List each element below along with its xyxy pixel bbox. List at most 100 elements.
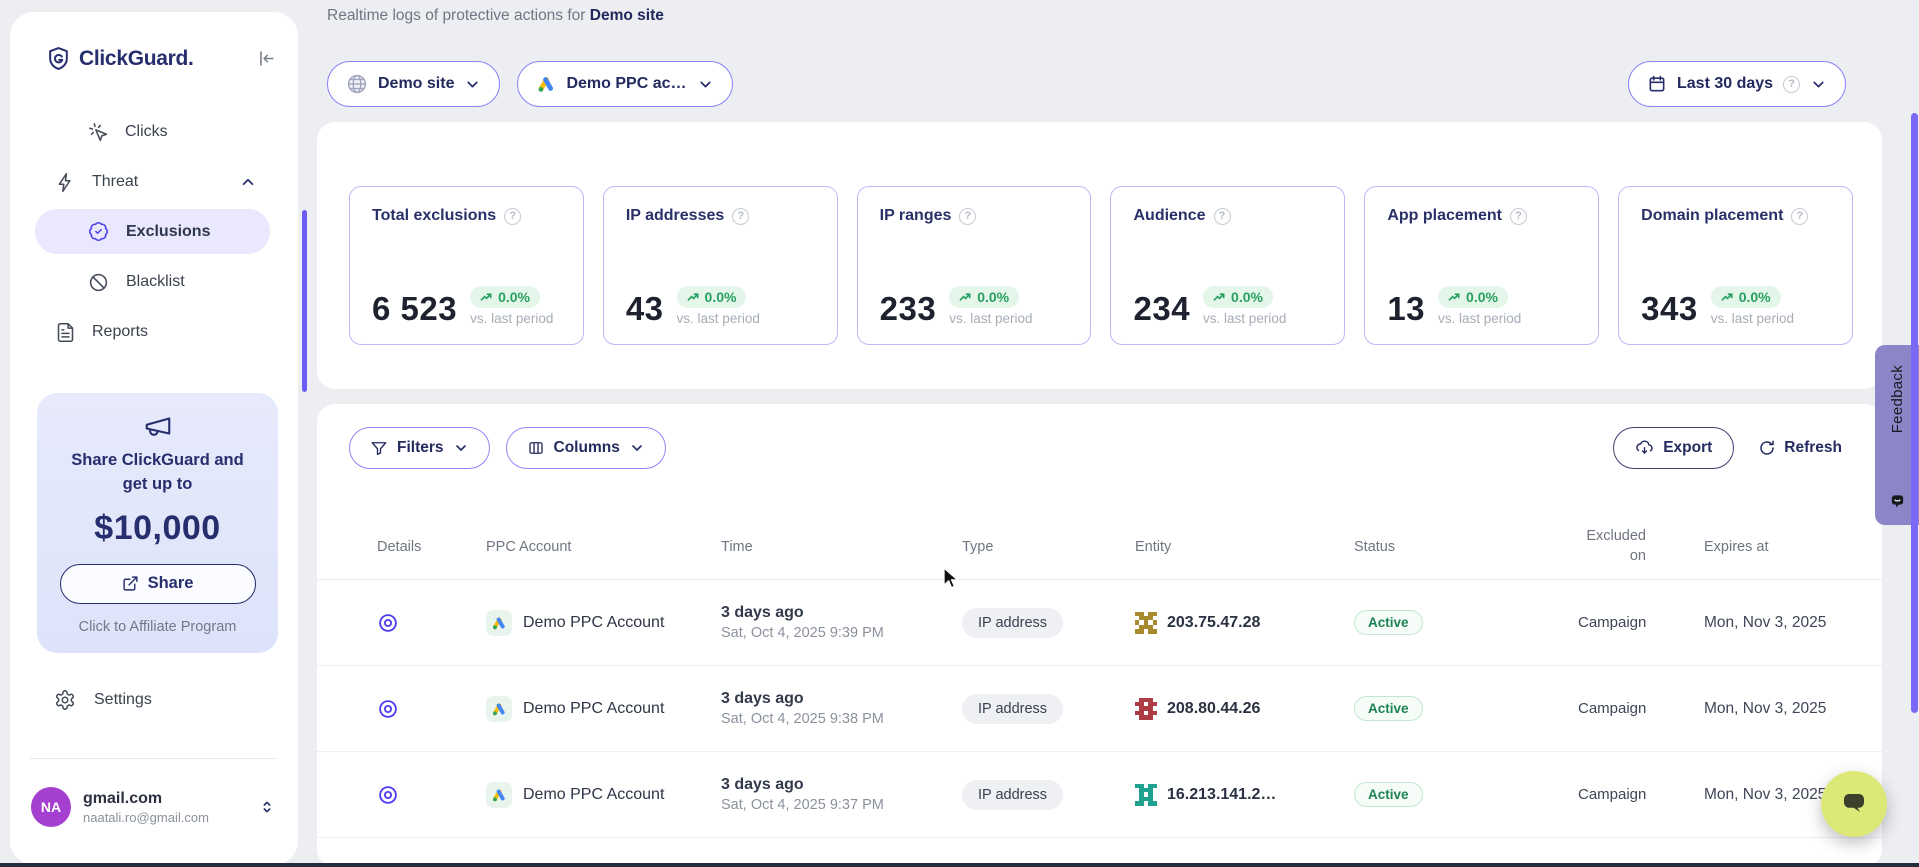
entity-value: 16.213.141.2… (1167, 785, 1277, 803)
stat-trend: 0.0% (1738, 289, 1771, 305)
trend-up-icon (1213, 292, 1225, 301)
column-header-status: Status (1354, 538, 1396, 555)
column-header-details: Details (377, 538, 422, 555)
refresh-button[interactable]: Refresh (1758, 439, 1842, 457)
stat-trend: 0.0% (977, 289, 1010, 305)
stat-caption: vs. last period (470, 311, 554, 326)
sidebar-item-settings[interactable]: Settings (54, 676, 152, 724)
stat-trend: 0.0% (1231, 289, 1263, 305)
page-scrollbar[interactable] (1911, 113, 1918, 713)
stat-label: Domain placement (1641, 207, 1784, 224)
expires-at-value: Mon, Nov 3, 2025 (1704, 699, 1827, 717)
sidebar-collapse-icon[interactable] (257, 49, 276, 68)
sidebar-divider (30, 758, 277, 759)
sidebar-item-clicks[interactable]: Clicks (88, 108, 168, 156)
stat-value: 343 (1641, 290, 1698, 327)
refresh-label: Refresh (1784, 439, 1842, 456)
site-selector-value: Demo site (378, 75, 455, 92)
share-button-label: Share (147, 574, 194, 593)
stat-card-ip-ranges: IP ranges 233 0.0% vs. last period (856, 186, 1092, 345)
subtitle-site-name: Demo site (589, 7, 664, 24)
badge-check-icon (88, 221, 109, 242)
ppc-account-name: Demo PPC Account (523, 613, 665, 631)
sidebar-item-exclusions[interactable]: Exclusions (35, 209, 270, 254)
cloud-download-icon (1636, 439, 1653, 454)
shield-logo-icon (46, 46, 71, 71)
export-button[interactable]: Export (1613, 427, 1735, 469)
sidebar-scrollbar[interactable] (302, 210, 307, 392)
exclusions-table-panel: Filters Columns Export Refresh Details P… (317, 404, 1882, 867)
table-row: Demo PPC Account 3 days ago Sat, Oct 4, 2… (317, 752, 1882, 838)
promo-caption[interactable]: Click to Affiliate Program (78, 618, 237, 635)
help-icon[interactable] (504, 207, 522, 225)
time-relative: 3 days ago (721, 776, 804, 793)
column-header-ppc-account: PPC Account (486, 538, 572, 555)
date-range-dropdown[interactable]: Last 30 days (1628, 61, 1847, 107)
site-selector-dropdown[interactable]: Demo site (327, 61, 501, 107)
chat-launcher-button[interactable] (1821, 771, 1887, 837)
refresh-icon (1760, 440, 1775, 455)
clickguard-logo[interactable]: ClickGuard. (46, 46, 194, 71)
table-header-row: Details PPC Account Time Type Entity Sta… (317, 514, 1882, 580)
details-eye-icon[interactable] (377, 698, 399, 720)
help-icon[interactable] (1791, 207, 1809, 225)
external-link-icon (122, 575, 139, 592)
ppc-account-selector-dropdown[interactable]: Demo PPC ac… (517, 61, 733, 107)
sidebar-item-label: Threat (92, 173, 139, 190)
trend-up-icon (480, 292, 492, 301)
stat-caption: vs. last period (1710, 311, 1794, 326)
table-row: Demo PPC Account 3 days ago Sat, Oct 4, 2… (317, 666, 1882, 752)
stat-card-audience: Audience 234 0.0% vs. last period (1110, 186, 1346, 345)
type-badge: IP address (962, 779, 1064, 810)
columns-dropdown[interactable]: Columns (505, 427, 666, 469)
sidebar-item-blacklist[interactable]: Blacklist (88, 258, 185, 306)
help-icon[interactable] (732, 207, 750, 225)
time-absolute: Sat, Oct 4, 2025 9:38 PM (721, 711, 884, 727)
stat-trend: 0.0% (498, 289, 531, 305)
ban-icon (88, 272, 109, 293)
details-eye-icon[interactable] (377, 784, 399, 806)
column-header-time: Time (721, 538, 753, 555)
chevron-down-icon (455, 445, 466, 451)
subtitle-prefix: Realtime logs of protective actions for (327, 7, 590, 24)
entity-value: 203.75.47.28 (1167, 613, 1261, 631)
share-button[interactable]: Share (59, 563, 256, 604)
help-icon[interactable] (959, 207, 977, 225)
stat-value: 6 523 (372, 290, 458, 327)
calendar-icon (1647, 74, 1667, 94)
sidebar: ClickGuard. Clicks Threat (10, 12, 307, 865)
stat-value: 234 (1133, 290, 1191, 327)
user-email: naatali.ro@gmail.com (83, 809, 209, 825)
stat-label: Audience (1133, 207, 1206, 224)
time-absolute: Sat, Oct 4, 2025 9:37 PM (721, 797, 884, 813)
stat-caption: vs. last period (949, 311, 1033, 326)
stat-value: 43 (625, 290, 664, 327)
stat-caption: vs. last period (1438, 311, 1522, 326)
column-header-type: Type (962, 538, 994, 555)
sidebar-item-reports[interactable]: Reports (55, 308, 148, 356)
ppc-account-name: Demo PPC Account (523, 785, 665, 803)
user-menu[interactable]: NA gmail.com naatali.ro@gmail.com (31, 775, 283, 839)
trend-up-icon (959, 292, 971, 301)
lightning-icon (55, 172, 76, 193)
trend-up-icon (687, 292, 699, 301)
google-ads-icon (486, 609, 512, 636)
google-ads-icon (486, 695, 512, 722)
sidebar-item-label: Exclusions (126, 222, 211, 240)
help-icon[interactable] (1510, 207, 1527, 225)
sidebar-item-threat[interactable]: Threat (55, 158, 257, 206)
feedback-chat-icon (1889, 494, 1906, 511)
trend-up-icon (1721, 292, 1733, 301)
details-eye-icon[interactable] (377, 612, 399, 634)
chevron-down-icon (1813, 81, 1824, 87)
sidebar-item-label: Settings (94, 691, 152, 708)
affiliate-promo-card: Share ClickGuard and get up to $10,000 S… (37, 393, 278, 653)
help-icon[interactable] (1213, 207, 1231, 225)
stat-card-domain-placement: Domain placement 343 0.0% vs. last perio… (1618, 186, 1853, 345)
filters-dropdown[interactable]: Filters (349, 427, 490, 469)
bottom-edge-bar (0, 863, 1919, 867)
entity-value: 208.80.44.26 (1167, 699, 1261, 717)
stat-card-app-placement: App placement 13 0.0% vs. last period (1364, 186, 1600, 345)
stat-value: 233 (879, 290, 937, 327)
help-icon[interactable] (1783, 75, 1801, 93)
